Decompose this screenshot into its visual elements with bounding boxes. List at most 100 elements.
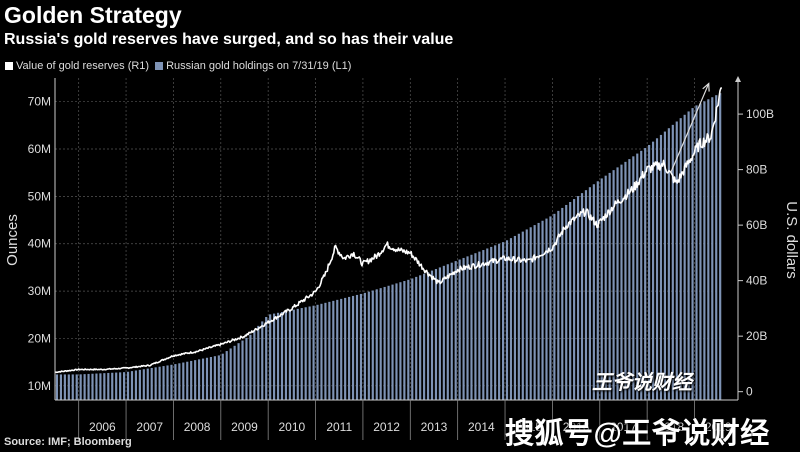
axis-labels: 10M 20M 30M 40M 50M 60M 70M 0 20B 40B 60B 80B 100B 20… (4, 95, 800, 434)
x-tick-label: 2007 (136, 420, 163, 434)
holdings-bar (308, 306, 311, 400)
x-tick-label: 2015 (515, 420, 542, 434)
holdings-bar (462, 257, 465, 400)
holdings-bar (438, 267, 441, 400)
holdings-bar (498, 243, 501, 400)
holdings-bar (351, 295, 355, 400)
holdings-bar (616, 167, 619, 400)
holdings-bar (91, 373, 94, 400)
holdings-bar (628, 159, 631, 400)
holdings-bar (182, 362, 185, 400)
holdings-bar (482, 250, 485, 400)
holdings-bar (470, 254, 473, 400)
holdings-bar (592, 184, 595, 400)
holdings-bar (63, 374, 66, 400)
holdings-bar (395, 283, 398, 400)
holdings-bar (715, 95, 718, 400)
x-tick-label: 2011 (326, 420, 352, 434)
x-tick-label: 2006 (89, 420, 116, 434)
holdings-bar (348, 296, 351, 400)
holdings-bar (620, 164, 623, 400)
holdings-bar (383, 286, 386, 400)
holdings-bar (253, 330, 256, 400)
holdings-bar (486, 248, 489, 400)
holdings-bar (415, 276, 418, 400)
holdings-bar (651, 141, 655, 401)
holdings-bar (316, 304, 319, 400)
holdings-bar (99, 373, 102, 400)
holdings-bar (87, 373, 90, 400)
holdings-bar (233, 345, 236, 400)
holdings-bar (241, 340, 244, 400)
holdings-bar (655, 138, 659, 400)
holdings-bar (403, 281, 406, 400)
holdings-bar (292, 309, 295, 400)
holdings-bar (703, 101, 706, 400)
holdings-bar (276, 312, 280, 400)
holdings-bar (134, 370, 138, 400)
holdings-bar (75, 374, 78, 400)
holdings-bar (190, 360, 193, 400)
holdings-bar (107, 372, 110, 400)
holdings-bar (355, 294, 359, 400)
holdings-bar (269, 314, 272, 400)
holdings-bar (430, 270, 434, 400)
holdings-bar (209, 356, 213, 400)
holdings-bar (363, 292, 366, 400)
holdings-bar (304, 307, 307, 400)
holdings-bar (71, 374, 74, 400)
watermark-footer: 搜狐号@王爷说财经 (505, 418, 770, 450)
holdings-bar (201, 358, 205, 400)
holdings-bar (138, 369, 141, 400)
source-note: Source: IMF; Bloomberg (4, 436, 132, 448)
holdings-bar (217, 355, 220, 400)
holdings-bar (691, 108, 694, 401)
x-tick-label: 2018 (657, 420, 684, 434)
x-tick-label: 2009 (231, 420, 258, 434)
holdings-bar (126, 371, 130, 400)
legend: Value of gold reserves (R1) Russian gold… (5, 60, 351, 72)
holdings-bar (565, 204, 568, 400)
holdings-bar (537, 222, 540, 400)
right-tick-label: 100B (746, 107, 774, 121)
holdings-bar (391, 284, 394, 400)
holdings-bar (561, 207, 564, 400)
holdings-bar (407, 279, 410, 400)
x-tick-label: 2017 (610, 420, 637, 434)
holdings-bar (170, 364, 173, 400)
holdings-bar (517, 233, 520, 400)
value-line-path (54, 87, 723, 374)
holdings-bar (162, 366, 165, 400)
holdings-bar (509, 238, 513, 400)
holdings-bar (245, 337, 248, 400)
holdings-bar (604, 175, 607, 400)
holdings-bar (648, 144, 651, 400)
holdings-bar (699, 103, 702, 400)
holdings-bar (288, 310, 291, 400)
value-line (54, 87, 723, 374)
right-tick-label: 20B (746, 329, 767, 343)
holdings-bar (150, 367, 153, 400)
holdings-bar (442, 265, 445, 400)
holdings-bar (711, 97, 714, 400)
x-tick-label: 2012 (373, 420, 400, 434)
holdings-bar (557, 210, 560, 400)
holdings-bar (608, 172, 611, 400)
holdings-bar (119, 372, 122, 400)
holdings-bar (379, 288, 382, 400)
holdings-bar (59, 374, 63, 400)
holdings-bar (494, 245, 497, 400)
holdings-bar (332, 300, 335, 400)
holdings-bar (545, 218, 548, 400)
holdings-bar (205, 357, 209, 400)
holdings-bar (675, 121, 678, 400)
right-tick-label: 80B (746, 163, 767, 177)
holdings-bar (525, 229, 528, 400)
holdings-bar (679, 118, 682, 401)
holdings-bar (584, 190, 588, 400)
holdings-bar (419, 275, 422, 400)
x-tick-label: 2013 (421, 420, 448, 434)
holdings-bar (707, 99, 710, 400)
holdings-bars (55, 93, 722, 401)
